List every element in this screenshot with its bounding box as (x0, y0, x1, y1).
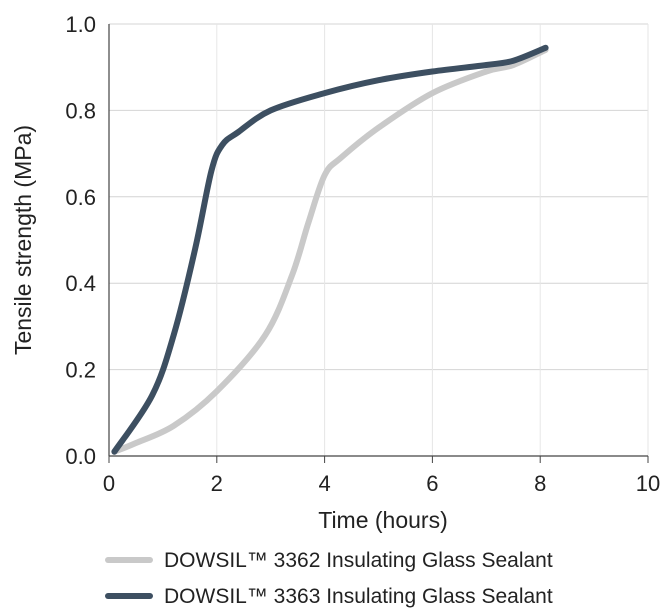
legend-item-3363: DOWSIL™ 3363 Insulating Glass Sealant (105, 585, 553, 608)
legend-label-3363: DOWSIL™ 3363 Insulating Glass Sealant (164, 585, 553, 608)
legend: DOWSIL™ 3362 Insulating Glass Sealant DO… (105, 549, 553, 608)
series-line-3362 (111, 46, 549, 455)
x-tick-label: 4 (318, 471, 330, 496)
y-axis-title: Tensile strength (MPa) (10, 125, 36, 355)
legend-label-3362: DOWSIL™ 3362 Insulating Glass Sealant (164, 549, 553, 572)
y-tick-labels: 0.0 0.2 0.4 0.6 0.8 1.0 (65, 12, 96, 469)
x-tick-label: 0 (103, 471, 115, 496)
y-tick-label: 0.0 (65, 444, 96, 469)
x-tick-labels: 0 2 4 6 8 10 (103, 471, 660, 496)
y-tick-label: 1.0 (65, 12, 96, 37)
x-tick-label: 6 (426, 471, 438, 496)
series-layer (111, 44, 549, 455)
series-line-3363 (111, 44, 549, 455)
y-tick-label: 0.6 (65, 185, 96, 210)
y-tick-label: 0.8 (65, 98, 96, 123)
x-tick-label: 2 (211, 471, 223, 496)
chart-axes (108, 24, 649, 463)
legend-item-3362: DOWSIL™ 3362 Insulating Glass Sealant (105, 549, 553, 572)
x-axis-title: Time (hours) (318, 507, 448, 533)
grid-lines (109, 23, 649, 456)
y-tick-label: 0.2 (65, 358, 96, 383)
x-tick-label: 8 (534, 471, 546, 496)
y-tick-label: 0.4 (65, 271, 96, 296)
x-tick-label: 10 (636, 471, 660, 496)
